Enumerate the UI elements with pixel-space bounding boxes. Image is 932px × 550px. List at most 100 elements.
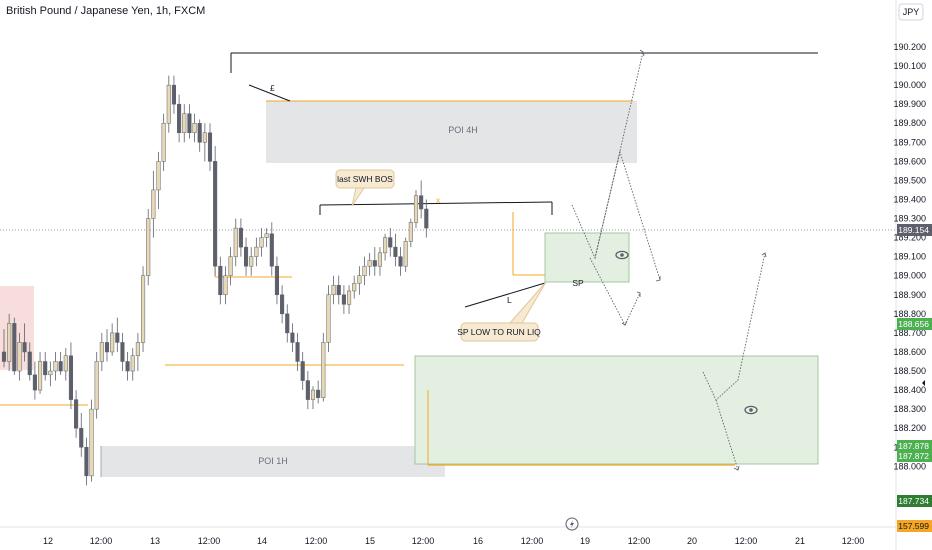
candle — [53, 351, 58, 381]
bull-candle-body — [94, 361, 99, 410]
candle — [84, 437, 89, 486]
time-tick-label: 12 — [43, 536, 53, 546]
price-tick-label: 188.400 — [893, 385, 926, 395]
candle — [202, 123, 207, 162]
bull-candle-body — [166, 84, 171, 124]
bull-candle-body — [182, 113, 187, 134]
bear-candle-body — [43, 361, 48, 376]
eye-icon[interactable] — [744, 405, 758, 415]
candle — [347, 285, 352, 314]
time-tick-label: 12:00 — [305, 536, 328, 546]
price-tick-label: 189.500 — [893, 175, 926, 185]
price-tick-label: 188.900 — [893, 290, 926, 300]
candle — [264, 228, 269, 248]
price-tag-label: 187.734 — [898, 496, 929, 506]
bull-candle-body — [7, 323, 12, 362]
time-axis[interactable]: 12 12:00 13 12:00 14 12:00 15 12:00 16 12:00 19 12:… — [43, 536, 864, 546]
bear-candle-body — [295, 342, 300, 362]
price-tag-bg — [897, 318, 932, 330]
price-tag-bg — [897, 450, 932, 462]
bull-candle-body — [403, 241, 408, 267]
price-tick-label: 188.200 — [893, 423, 926, 433]
candle — [197, 119, 202, 152]
sp-low-callout-box[interactable] — [460, 322, 539, 342]
bull-candle-body — [408, 222, 413, 242]
candle — [321, 332, 326, 402]
poi-4h-zone — [266, 101, 637, 163]
price-tag: 187.734 — [897, 495, 932, 507]
candle — [259, 228, 264, 257]
candle — [213, 146, 218, 276]
eye-icon[interactable] — [615, 250, 629, 260]
bear-candle-body — [207, 132, 213, 162]
price-tag: 189.154 — [897, 224, 932, 236]
bear-candle-body — [393, 246, 398, 257]
arrow-head-icon — [761, 252, 767, 258]
candle — [182, 104, 187, 143]
poi-1h-zone — [101, 446, 445, 477]
bull-candle-body — [110, 332, 115, 353]
bear-candle-body — [84, 447, 89, 477]
bull-candle-body — [156, 161, 161, 191]
candle — [27, 342, 32, 381]
candle — [223, 266, 228, 305]
swing-diagonal-bottom — [464, 282, 546, 308]
price-tag-bg — [897, 495, 932, 507]
price-tick-label: 189.300 — [893, 214, 926, 224]
bull-candle-body — [331, 285, 336, 296]
candle — [424, 199, 429, 238]
bull-candle-body — [228, 256, 233, 276]
bull-candle-body — [135, 342, 140, 357]
price-tick-label: 188.000 — [893, 461, 926, 471]
bull-candle-body — [367, 260, 372, 267]
candle — [94, 351, 99, 419]
price-tick-label: 189.400 — [893, 194, 926, 204]
time-tick-label: 12:00 — [628, 536, 651, 546]
price-tag: 187.872 — [897, 450, 932, 462]
candle — [228, 247, 233, 286]
price-axis[interactable]: 190.200 190.100 190.000 189.900 189.800 189.7… — [893, 42, 932, 532]
price-tag-label: 157.599 — [898, 521, 929, 531]
bear-candle-body — [58, 361, 63, 372]
candle — [403, 237, 408, 272]
bear-candle-body — [285, 313, 290, 334]
time-tick-label: 12:00 — [521, 536, 544, 546]
lightning-icon[interactable] — [565, 517, 579, 531]
price-tick-label: 188.500 — [893, 366, 926, 376]
price-tag-bg — [897, 440, 932, 452]
sp-label: SP — [572, 278, 584, 288]
currency-badge[interactable] — [898, 3, 924, 21]
candle — [372, 247, 377, 276]
price-tag: 188.656 — [897, 318, 932, 330]
bear-candle-body — [269, 233, 274, 267]
top-l-label: £ — [270, 83, 275, 93]
bull-candle-body — [352, 283, 357, 292]
price-tick-label: 189.200 — [893, 233, 926, 243]
candle — [377, 247, 382, 276]
candle — [156, 151, 161, 210]
bear-candle-body — [424, 208, 429, 229]
candle — [187, 104, 192, 139]
candle — [1, 329, 7, 368]
candle — [300, 351, 305, 391]
bear-candle-body — [244, 246, 249, 267]
candle — [130, 348, 135, 381]
time-tick-label: 12:00 — [412, 536, 435, 546]
bear-candle-body — [213, 161, 218, 267]
candle — [269, 222, 274, 276]
bear-candle-body — [197, 122, 202, 143]
price-tag: 187.878 — [897, 440, 932, 452]
bull-candle-body — [383, 237, 388, 254]
demand-zone-small — [544, 232, 630, 283]
bear-candle-body — [218, 265, 223, 296]
time-tick-label: 12:00 — [198, 536, 221, 546]
chevron-left-icon[interactable] — [922, 380, 925, 386]
zones-layer — [0, 101, 819, 477]
price-tag-label: 188.656 — [898, 319, 929, 329]
bear-candle-body — [79, 427, 84, 448]
bos-x-mark: x — [436, 195, 441, 205]
bear-candle-body — [104, 342, 110, 353]
bull-candle-body — [99, 342, 104, 362]
last-swh-callout-box[interactable] — [335, 169, 395, 189]
